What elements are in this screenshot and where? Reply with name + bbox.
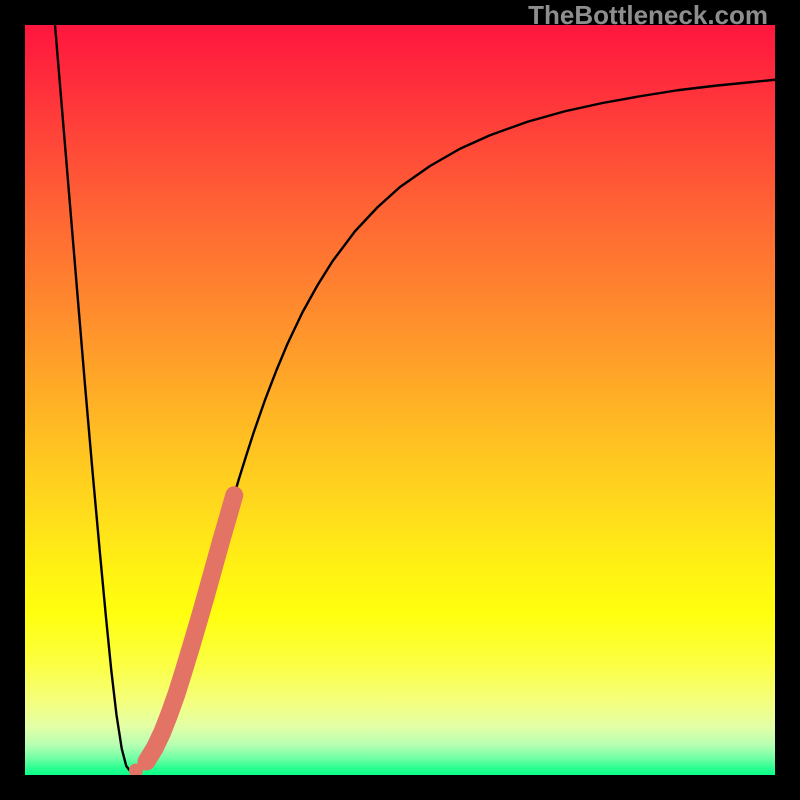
plot-area bbox=[25, 25, 775, 775]
highlight-dot bbox=[129, 764, 143, 776]
highlight-dot bbox=[152, 734, 166, 748]
chart-svg bbox=[25, 25, 775, 775]
watermark-text: TheBottleneck.com bbox=[528, 0, 768, 31]
highlight-dots bbox=[129, 734, 166, 776]
highlight-stroke bbox=[147, 495, 235, 761]
bottleneck-curve bbox=[55, 25, 775, 773]
highlight-dot bbox=[144, 748, 158, 762]
chart-frame: TheBottleneck.com bbox=[0, 0, 800, 800]
